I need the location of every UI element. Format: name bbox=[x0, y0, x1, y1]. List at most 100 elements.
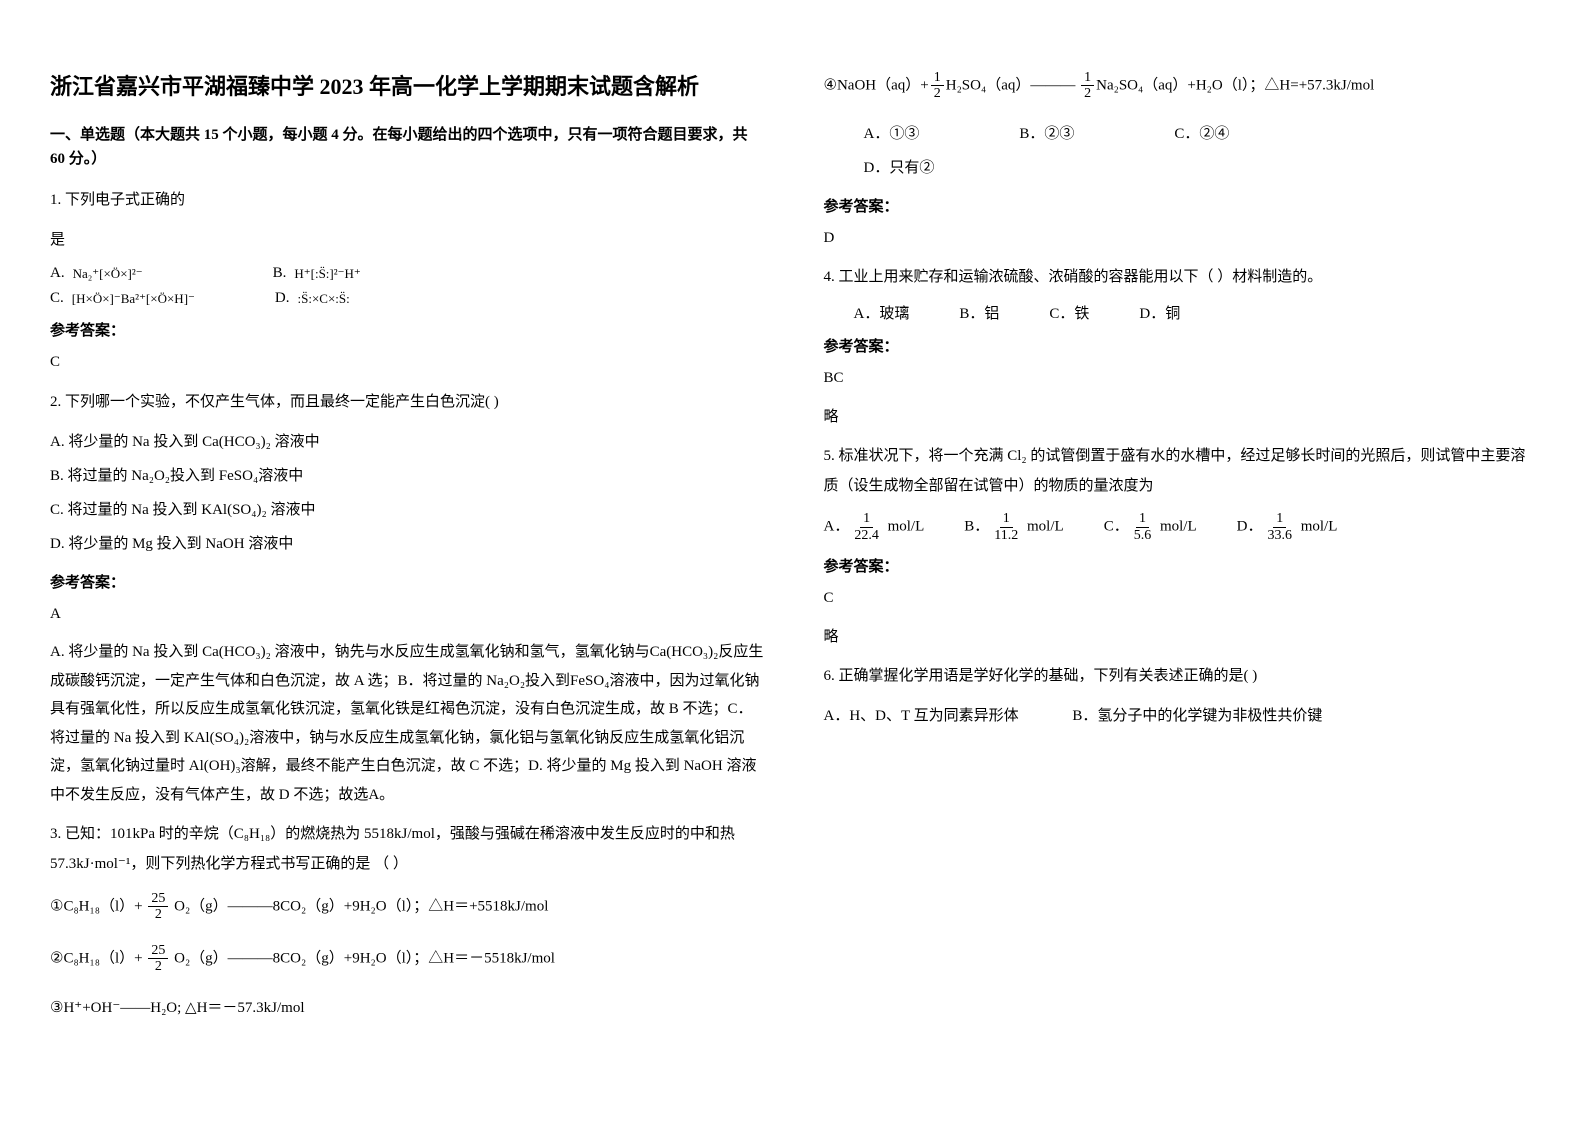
q3-option-c: C．②④ bbox=[1174, 122, 1229, 143]
section-header: 一、单选题（本大题共 15 个小题，每小题 4 分。在每小题给出的四个选项中，只… bbox=[50, 123, 764, 171]
fraction: 111.2 bbox=[991, 511, 1021, 543]
q5-options: A．122.4 mol/L B．111.2 mol/L C．15.6 mol/L… bbox=[824, 511, 1538, 543]
opt-label: B． bbox=[964, 519, 989, 535]
q5-option-d: D．133.6 mol/L bbox=[1237, 511, 1338, 543]
q4-option-d: D．铜 bbox=[1139, 302, 1180, 323]
fraction: 122.4 bbox=[851, 511, 882, 543]
q4-stem: 4. 工业上用来贮存和运输浓硫酸、浓硝酸的容器能用以下（ ）材料制造的。 bbox=[824, 262, 1538, 292]
q6-options-row: A．H、D、T 互为同素异形体 B．氢分子中的化学键为非极性共价键 bbox=[824, 701, 1538, 731]
q1-stem: 1. 下列电子式正确的 bbox=[50, 185, 764, 215]
page-title: 浙江省嘉兴市平湖福臻中学 2023 年高一化学上学期期末试题含解析 bbox=[50, 70, 764, 103]
frac-den: 5.6 bbox=[1131, 528, 1155, 543]
opt-formula: [H×Ö×]⁻Ba²⁺[×Ö×H]⁻ bbox=[72, 291, 195, 307]
opt-label: C． bbox=[1104, 519, 1129, 535]
frac-den: 22.4 bbox=[851, 528, 882, 543]
q3-options-row1: A．①③ B．②③ C．②④ bbox=[864, 122, 1538, 143]
q2-option-c: C. 将过量的 Na 投入到 KAl(SO₄)₂ 溶液中 bbox=[50, 495, 764, 525]
q2-explanation: A. 将少量的 Na 投入到 Ca(HCO₃)₂ 溶液中，钠先与水反应生成氢氧化… bbox=[50, 638, 764, 809]
q3-option-a: A．①③ bbox=[864, 122, 920, 143]
frac-num: 1 bbox=[931, 70, 944, 86]
opt-unit: mol/L bbox=[1297, 519, 1337, 535]
fraction: 252 bbox=[148, 891, 168, 923]
q3-eq1: ①C₈H₁₈（l）+ 252 O₂（g）———8CO₂（g）+9H₂O（l）；△… bbox=[50, 891, 764, 923]
frac-num: 1 bbox=[1000, 511, 1013, 527]
opt-label: D. bbox=[275, 290, 290, 307]
q2-stem: 2. 下列哪一个实验，不仅产生气体，而且最终一定能产生白色沉淀( ) bbox=[50, 387, 764, 417]
q1-option-a: A. Na₂⁺[×Ö×]²⁻ bbox=[50, 265, 143, 282]
q5-answer: C bbox=[824, 584, 1538, 613]
fraction: 12 bbox=[931, 70, 944, 102]
answer-label: 参考答案： bbox=[824, 195, 1538, 216]
opt-label: A． bbox=[824, 519, 850, 535]
fraction: 15.6 bbox=[1131, 511, 1155, 543]
frac-num: 25 bbox=[148, 891, 168, 907]
answer-label: 参考答案： bbox=[50, 319, 764, 340]
q2-option-d: D. 将少量的 Mg 投入到 NaOH 溶液中 bbox=[50, 529, 764, 559]
q1-stem2: 是 bbox=[50, 225, 764, 255]
q3-eq2: ②C₈H₁₈（l）+ 252 O₂（g）———8CO₂（g）+9H₂O（l）；△… bbox=[50, 943, 764, 975]
q3-option-d: D．只有② bbox=[864, 153, 1538, 183]
answer-label: 参考答案： bbox=[824, 555, 1538, 576]
q2-option-b: B. 将过量的 Na₂O₂投入到 FeSO₄溶液中 bbox=[50, 461, 764, 491]
frac-den: 2 bbox=[152, 959, 165, 974]
eq-prefix: ②C₈H₁₈（l）+ bbox=[50, 950, 146, 966]
q3-stem: 3. 已知：101kPa 时的辛烷（C₈H₁₈）的燃烧热为 5518kJ/mol… bbox=[50, 819, 764, 879]
frac-num: 1 bbox=[1273, 511, 1286, 527]
opt-formula: Na₂⁺[×Ö×]²⁻ bbox=[73, 266, 143, 282]
q5-option-a: A．122.4 mol/L bbox=[824, 511, 925, 543]
frac-num: 1 bbox=[860, 511, 873, 527]
frac-num: 25 bbox=[148, 943, 168, 959]
eq-suffix: Na₂SO₄（aq）+H₂O（l）；△H=+57.3kJ/mol bbox=[1096, 77, 1374, 93]
q2-option-a: A. 将少量的 Na 投入到 Ca(HCO₃)₂ 溶液中 bbox=[50, 427, 764, 457]
frac-den: 33.6 bbox=[1264, 528, 1295, 543]
opt-label: D． bbox=[1237, 519, 1263, 535]
fraction: 12 bbox=[1081, 70, 1094, 102]
eq-prefix: ④NaOH（aq）+ bbox=[824, 77, 929, 93]
q3-eq3: ③H⁺+OH⁻——H₂O; △H＝－57.3kJ/mol bbox=[50, 995, 764, 1022]
frac-num: 1 bbox=[1081, 70, 1094, 86]
q3-eq4: ④NaOH（aq）+12H₂SO₄（aq）——— 12Na₂SO₄（aq）+H₂… bbox=[824, 70, 1538, 102]
q6-option-a: A．H、D、T 互为同素异形体 bbox=[824, 708, 1019, 724]
q6-option-b: B．氢分子中的化学键为非极性共价键 bbox=[1072, 708, 1322, 724]
frac-den: 11.2 bbox=[991, 528, 1021, 543]
q3-answer: D bbox=[824, 224, 1538, 253]
answer-label: 参考答案： bbox=[50, 571, 764, 592]
eq-suffix: O₂（g）———8CO₂（g）+9H₂O（l）；△H＝+5518kJ/mol bbox=[170, 898, 548, 914]
frac-den: 2 bbox=[931, 86, 944, 101]
opt-unit: mol/L bbox=[1023, 519, 1063, 535]
q4-explanation: 略 bbox=[824, 403, 1538, 432]
opt-unit: mol/L bbox=[884, 519, 924, 535]
q5-option-c: C．15.6 mol/L bbox=[1104, 511, 1197, 543]
answer-label: 参考答案： bbox=[824, 335, 1538, 356]
frac-den: 2 bbox=[1081, 86, 1094, 101]
q1-options-row1: A. Na₂⁺[×Ö×]²⁻ B. H⁺[:S̈:]²⁻H⁺ bbox=[50, 265, 764, 282]
q1-answer: C bbox=[50, 348, 764, 377]
fraction: 252 bbox=[148, 943, 168, 975]
q1-option-c: C. [H×Ö×]⁻Ba²⁺[×Ö×H]⁻ bbox=[50, 290, 195, 307]
fraction: 133.6 bbox=[1264, 511, 1295, 543]
q5-explanation: 略 bbox=[824, 623, 1538, 652]
opt-formula: H⁺[:S̈:]²⁻H⁺ bbox=[294, 266, 360, 282]
frac-num: 1 bbox=[1136, 511, 1149, 527]
opt-label: B. bbox=[273, 265, 287, 282]
q5-option-b: B．111.2 mol/L bbox=[964, 511, 1063, 543]
q1-option-b: B. H⁺[:S̈:]²⁻H⁺ bbox=[273, 265, 361, 282]
frac-den: 2 bbox=[152, 907, 165, 922]
q4-options: A．玻璃 B．铝 C．铁 D．铜 bbox=[854, 302, 1538, 323]
q1-option-d: D. :S̈:×C×:S̈: bbox=[275, 290, 350, 307]
q3-option-b: B．②③ bbox=[1019, 122, 1074, 143]
eq-prefix: ①C₈H₁₈（l）+ bbox=[50, 898, 146, 914]
eq-mid: H₂SO₄（aq）——— bbox=[946, 77, 1079, 93]
opt-formula: :S̈:×C×:S̈: bbox=[297, 291, 349, 307]
q4-answer: BC bbox=[824, 364, 1538, 393]
opt-label: C. bbox=[50, 290, 64, 307]
opt-label: A. bbox=[50, 265, 65, 282]
q2-answer: A bbox=[50, 600, 764, 629]
q4-option-b: B．铝 bbox=[959, 302, 999, 323]
eq-suffix: O₂（g）———8CO₂（g）+9H₂O（l）；△H＝－5518kJ/mol bbox=[170, 950, 555, 966]
q4-option-a: A．玻璃 bbox=[854, 302, 910, 323]
opt-unit: mol/L bbox=[1156, 519, 1196, 535]
q6-stem: 6. 正确掌握化学用语是学好化学的基础，下列有关表述正确的是( ) bbox=[824, 661, 1538, 691]
q4-option-c: C．铁 bbox=[1049, 302, 1089, 323]
q1-options-row2: C. [H×Ö×]⁻Ba²⁺[×Ö×H]⁻ D. :S̈:×C×:S̈: bbox=[50, 290, 764, 307]
